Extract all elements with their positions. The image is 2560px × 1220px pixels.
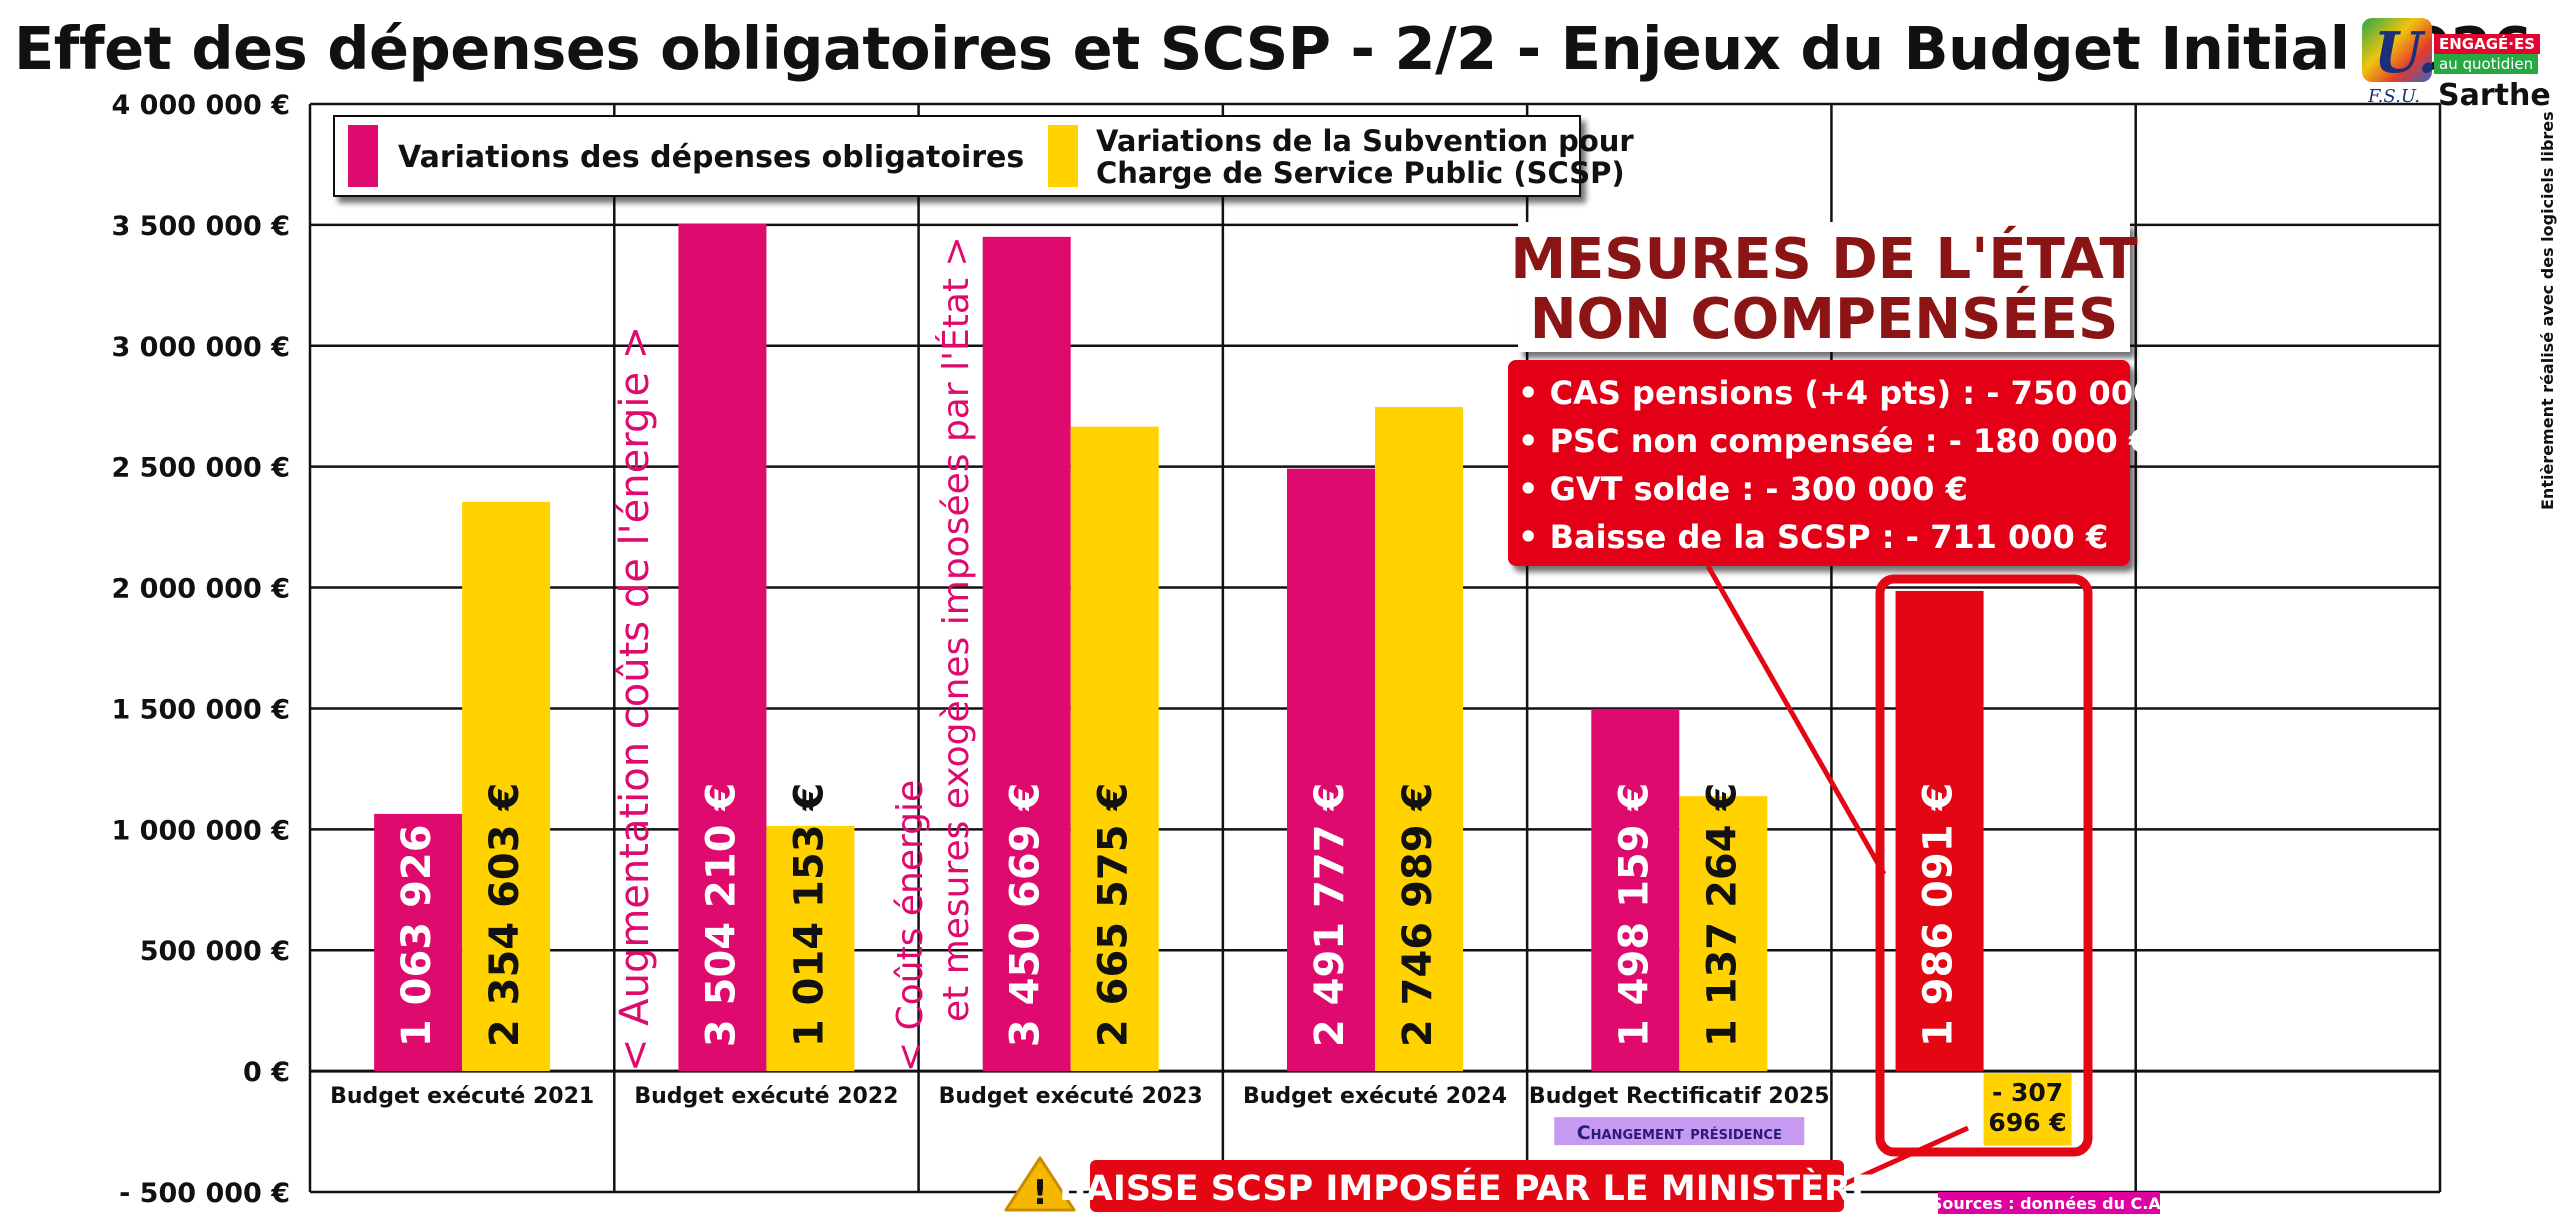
y-tick-label: 3 000 000 €: [112, 332, 291, 363]
bar-depenses-obligatoires: [1287, 468, 1375, 1072]
mesures-title-line1: MESURES DE L'ÉTAT: [1510, 226, 2137, 292]
bar-depenses-obligatoires: [982, 236, 1071, 1072]
x-tick-label: Budget exécuté 2023: [939, 1084, 1203, 1109]
fsu-logo: U. ENGAGÉ·ES au quotidien F.S.U. Sarthe: [2362, 14, 2551, 113]
bar-depenses-obligatoires: [1591, 708, 1680, 1072]
x-tick-label: Budget exécuté 2021: [330, 1084, 594, 1109]
sublabel-background: [1554, 1117, 1805, 1146]
warning-triangle-icon: [1004, 1156, 1076, 1212]
connector-line-baisse: [1838, 1125, 1970, 1189]
mesures-title-box: [1518, 222, 2130, 352]
data-label-scsp: 2 665 575 €: [1091, 783, 1137, 1047]
y-tick-label: 2 000 000 €: [112, 574, 291, 605]
mesures-item: • GVT solde : - 300 000 €: [1518, 470, 1968, 508]
x-tick-label: Budget Rectificatif 2025: [1529, 1084, 1830, 1109]
data-label-depenses: 1 986 091 €: [1916, 783, 1962, 1047]
negative-label-line2: 696 €: [1988, 1108, 2066, 1137]
mesures-title-line2: NON COMPENSÉES: [1530, 286, 2119, 352]
bar-depenses-obligatoires: [1895, 590, 1984, 1072]
y-tick-label: 2 500 000 €: [112, 453, 291, 484]
y-tick-label: 4 000 000 €: [112, 90, 291, 121]
bar-scsp: [766, 825, 855, 1072]
x-tick-label: Budget exécuté 2022: [634, 1084, 898, 1109]
connector-line-mesures: [1705, 564, 1887, 876]
bar-scsp: [462, 501, 551, 1072]
bar-scsp: [1070, 426, 1159, 1072]
data-label-depenses: 3 450 669 €: [1003, 783, 1049, 1047]
logo-org: F.S.U.: [2368, 86, 2421, 107]
annotation-energy-2022: < Augmentation coûts de l'énergie >: [612, 326, 658, 1072]
bar-depenses-obligatoires: [374, 813, 463, 1072]
annotation-energy-2023-line1: < Coûts énergie: [890, 780, 931, 1072]
data-label-scsp: 1 014 153 €: [786, 783, 832, 1047]
data-label-scsp: 2 354 603 €: [482, 783, 528, 1047]
baisse-text: BAISSE SCSP IMPOSÉE PAR LE MINISTÈRE: [1059, 1167, 1875, 1209]
logo-badge-top: ENGAGÉ·ES: [2434, 34, 2541, 54]
y-tick-label: 1 500 000 €: [112, 694, 291, 725]
data-label-depenses: 1 498 159 €: [1611, 783, 1657, 1047]
logo-region: Sarthe: [2438, 78, 2551, 113]
warning-glyph: !: [1032, 1173, 1048, 1213]
y-tick-label: - 500 000 €: [119, 1178, 290, 1209]
mesures-item: • Baisse de la SCSP : - 711 000 €: [1518, 518, 2108, 556]
annotation-energy-2023-line2: et mesures exogènes imposées par l'État …: [935, 236, 977, 1022]
legend-label-scsp-line1: Variations de la Subvention pour: [1096, 124, 1634, 158]
y-tick-label: 0 €: [243, 1057, 290, 1088]
mesures-item: • CAS pensions (+4 pts) : - 750 000 €: [1518, 374, 2189, 412]
data-label-depenses: 3 504 210 €: [698, 783, 744, 1047]
sources-text: Sources : données du C.A.: [1931, 1194, 2167, 1213]
data-label-depenses: 1 063 926 €: [394, 783, 440, 1047]
bar-scsp-negative: [1983, 1073, 2072, 1146]
x-tick-label: Budget exécuté 2024: [1243, 1084, 1507, 1109]
y-tick-label: 500 000 €: [140, 936, 290, 967]
mesures-item: • PSC non compensée : - 180 000 €: [1518, 422, 2151, 460]
logo-badge-bottom: au quotidien: [2434, 54, 2539, 74]
legend-box: [333, 115, 1581, 197]
bar-depenses-obligatoires: [678, 223, 767, 1072]
legend: Variations des dépenses obligatoires Vari…: [333, 115, 1634, 197]
mesures-list-box: [1508, 360, 2130, 566]
sources-background: [1938, 1192, 2160, 1214]
page-title: Effet des dépenses obligatoires et SCSP …: [14, 14, 2532, 83]
data-label-scsp-negative: - 307 696 €: [1988, 1078, 2066, 1137]
data-label-scsp: 1 137 264 €: [1699, 783, 1745, 1047]
data-label-depenses: 2 491 777 €: [1307, 783, 1353, 1047]
bar-scsp: [1679, 796, 1768, 1072]
y-tick-label: 3 500 000 €: [112, 211, 291, 242]
legend-label-scsp-line2: Charge de Service Public (SCSP): [1096, 156, 1625, 190]
y-tick-label: 1 000 000 €: [112, 815, 291, 846]
legend-swatch-depenses: [348, 125, 378, 187]
bar-scsp: [1375, 406, 1463, 1072]
data-label-scsp: 2 746 989 €: [1395, 783, 1441, 1047]
negative-label-line1: - 307: [1992, 1078, 2063, 1107]
legend-swatch-scsp: [1048, 125, 1078, 187]
category-sublabel: Changement présidence: [1577, 1122, 1782, 1144]
logo-tile-icon: U.: [2362, 18, 2437, 86]
baisse-banner: [1090, 1160, 1844, 1212]
legend-label-depenses: Variations des dépenses obligatoires: [398, 140, 1024, 175]
